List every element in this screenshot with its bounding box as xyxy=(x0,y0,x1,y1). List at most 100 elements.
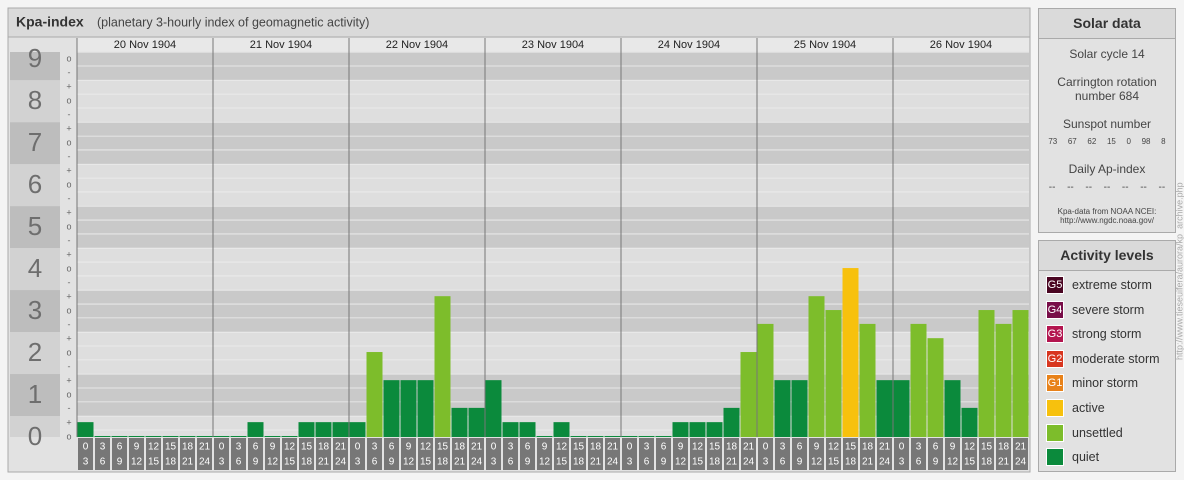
sunspot-title: Sunspot number xyxy=(1062,117,1152,131)
chart-subtitle: (planetary 3-hourly index of geomagnetic… xyxy=(97,15,369,29)
kp-bar xyxy=(570,436,587,437)
hour-end: 15 xyxy=(420,457,432,468)
hour-start: 18 xyxy=(182,442,194,453)
hour-cell xyxy=(639,438,654,470)
legend-item: G1 minor storm xyxy=(1046,373,1138,393)
legend-swatch: G4 xyxy=(1046,300,1064,319)
y-band xyxy=(77,416,1029,437)
sunspot-number: 8 xyxy=(1161,137,1166,146)
kp-bar xyxy=(672,422,689,437)
kp-bar xyxy=(230,436,247,437)
hour-start: 3 xyxy=(100,442,106,453)
kp-bar xyxy=(876,380,893,437)
kp-bar xyxy=(366,352,383,437)
y-label-band xyxy=(10,80,60,123)
hour-end: 3 xyxy=(627,457,633,468)
kp-bar xyxy=(400,380,417,437)
ap-value: -- xyxy=(1048,182,1056,193)
hour-end: 24 xyxy=(743,457,755,468)
minor-tick-label: o xyxy=(66,389,71,399)
hour-start: 0 xyxy=(219,442,225,453)
legend-label: unsettled xyxy=(1072,425,1123,440)
hour-start: 0 xyxy=(491,442,497,453)
hour-start: 15 xyxy=(981,442,993,453)
hour-cell xyxy=(435,438,450,470)
kp-bar xyxy=(128,436,145,437)
kp-bar xyxy=(604,436,621,437)
y-label-band xyxy=(10,164,60,207)
ap-value: -- xyxy=(1067,182,1074,193)
date-label: 22 Nov 1904 xyxy=(386,39,448,51)
hour-end: 9 xyxy=(933,457,939,468)
hour-start: 6 xyxy=(661,442,667,453)
kp-bar xyxy=(621,436,638,437)
legend-item: quiet xyxy=(1046,447,1099,467)
kp-bar xyxy=(281,436,298,437)
hour-cell xyxy=(384,438,399,470)
hour-cell xyxy=(554,438,569,470)
y-band xyxy=(77,332,1029,375)
y-tick-label: 3 xyxy=(28,295,42,325)
y-label-band xyxy=(10,122,60,165)
hour-end: 21 xyxy=(590,457,602,468)
hour-start: 6 xyxy=(797,442,803,453)
legend-badge: G5 xyxy=(1047,279,1063,291)
ap-row: -- -- -- -- -- -- -- xyxy=(1043,182,1171,193)
y-label-band xyxy=(10,374,60,417)
hour-end: 21 xyxy=(862,457,874,468)
minor-tick-label: o xyxy=(66,54,71,64)
kp-bar xyxy=(196,436,213,437)
hour-end: 12 xyxy=(811,457,823,468)
kp-bar xyxy=(893,380,910,437)
ap-value: -- xyxy=(1158,182,1166,193)
hour-cell xyxy=(214,438,229,470)
sunspot-number: 73 xyxy=(1048,137,1058,146)
date-label: 26 Nov 1904 xyxy=(930,39,992,51)
hour-start: 9 xyxy=(542,442,548,453)
hour-end: 24 xyxy=(607,457,619,468)
minor-tick-label: o xyxy=(66,95,71,105)
minor-tick-label: o xyxy=(66,305,71,315)
kp-bar xyxy=(774,380,791,437)
hour-end: 9 xyxy=(253,457,259,468)
hour-cell xyxy=(673,438,688,470)
hour-end: 9 xyxy=(661,457,667,468)
kp-bar xyxy=(995,323,1012,437)
hour-end: 6 xyxy=(100,457,106,468)
hour-cell xyxy=(945,438,960,470)
kp-bar xyxy=(859,323,876,437)
kp-bar xyxy=(927,338,944,437)
hour-end: 18 xyxy=(709,457,721,468)
minor-tick-label: o xyxy=(66,263,71,273)
hour-cell xyxy=(401,438,416,470)
hour-end: 24 xyxy=(1015,457,1027,468)
hour-end: 3 xyxy=(83,457,89,468)
hour-cell xyxy=(231,438,246,470)
hour-cell xyxy=(520,438,535,470)
hour-cell xyxy=(316,438,331,470)
hour-start: 21 xyxy=(1015,442,1027,453)
kp-bar xyxy=(315,422,332,437)
hour-start: 9 xyxy=(678,442,684,453)
hour-cell xyxy=(588,438,603,470)
sunspot-number: 67 xyxy=(1067,137,1077,146)
hour-start: 0 xyxy=(355,442,361,453)
hour-start: 3 xyxy=(644,442,650,453)
sunspot-number: 0 xyxy=(1126,137,1131,146)
hour-start: 12 xyxy=(556,442,568,453)
hour-start: 18 xyxy=(998,442,1010,453)
date-label: 24 Nov 1904 xyxy=(658,39,720,51)
kp-bar xyxy=(825,310,842,437)
sunspot-number: 98 xyxy=(1141,137,1151,146)
y-tick-label: 7 xyxy=(28,127,42,157)
y-band xyxy=(77,248,1029,291)
kp-bar xyxy=(434,296,451,437)
hour-cell xyxy=(724,438,739,470)
kp-bar xyxy=(451,407,468,437)
kp-bar xyxy=(298,422,315,437)
kp-bar xyxy=(723,407,740,437)
kp-bar xyxy=(502,422,519,437)
hour-cell xyxy=(894,438,909,470)
date-label: 21 Nov 1904 xyxy=(250,39,312,51)
